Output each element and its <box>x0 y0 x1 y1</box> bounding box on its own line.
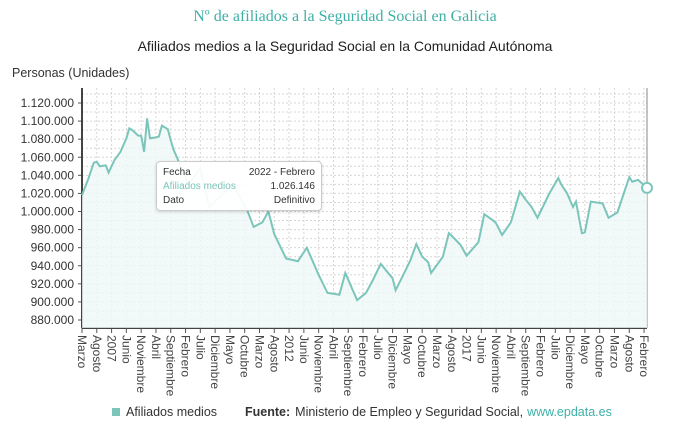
x-tick-label: Julio <box>548 335 562 360</box>
x-tick-label: Marzo <box>607 335 621 369</box>
y-tick-label: 1.120.000 <box>21 96 75 110</box>
tooltip-series-value: 1.026.146 <box>270 181 316 192</box>
x-tick-label: Abril <box>149 335 163 359</box>
x-tick-label: Septiembre <box>519 335 533 397</box>
x-tick-label: Junio <box>297 335 311 364</box>
x-tick-label: Julio <box>371 335 385 360</box>
x-tick-label: Octubre <box>415 335 429 378</box>
x-tick-label: Junio <box>119 335 133 364</box>
series-area <box>82 118 647 329</box>
legend-swatch <box>112 408 120 416</box>
y-tick-label: 980.000 <box>31 223 75 237</box>
y-tick-label: 1.060.000 <box>21 150 75 164</box>
y-tick-label: 1.080.000 <box>21 132 75 146</box>
x-tick-label: Septiembre <box>341 335 355 397</box>
x-tick-label: Octubre <box>238 335 252 378</box>
x-tick-label: Abril <box>504 335 518 359</box>
x-tick-label: Mayo <box>578 335 592 365</box>
legend: Afiliados medios Fuente: Ministerio de E… <box>112 405 612 419</box>
x-tick-label: Agosto <box>622 335 636 373</box>
y-tick-label: 1.100.000 <box>21 114 75 128</box>
x-tick-label: Agosto <box>267 335 281 373</box>
x-tick-label: Diciembre <box>208 335 222 389</box>
x-tick-label: Noviembre <box>312 335 326 393</box>
y-tick-label: 1.000.000 <box>21 205 75 219</box>
x-tick-label: Mayo <box>400 335 414 365</box>
source-text: Ministerio de Empleo y Seguridad Social, <box>295 405 524 419</box>
chart-title: Nº de afiliados a la Seguridad Social en… <box>193 8 497 25</box>
x-tick-label: Mayo <box>223 335 237 365</box>
y-tick-label: 1.040.000 <box>21 168 75 182</box>
tooltip-fecha-label: Fecha <box>163 167 191 178</box>
highlighted-data-point <box>641 181 653 194</box>
y-axis-label: Personas (Unidades) <box>12 66 130 80</box>
x-tick-label: Febrero <box>637 335 651 377</box>
x-tick-label: Septiembre <box>164 335 178 397</box>
x-tick-label: Abril <box>326 335 340 359</box>
chart-subtitle: Afiliados medios a la Seguridad Social e… <box>137 38 553 54</box>
y-tick-label: 1.020.000 <box>21 186 75 200</box>
y-tick-label: 940.000 <box>31 259 75 273</box>
x-tick-label: 2007 <box>105 335 119 362</box>
x-tick-label: 2017 <box>460 335 474 362</box>
x-tick-label: Marzo <box>252 335 266 369</box>
tooltip-fecha-value: 2022 - Febrero <box>248 167 315 178</box>
x-tick-label: Octubre <box>593 335 607 378</box>
x-tick-label: Noviembre <box>134 335 148 393</box>
y-tick-label: 900.000 <box>31 295 75 309</box>
x-tick-label: Diciembre <box>563 335 577 389</box>
x-tick-label: Noviembre <box>489 335 503 393</box>
tooltip-dato-value: Definitivo <box>273 195 315 206</box>
tooltip: Fecha 2022 - Febrero Afiliados medios 1.02… <box>156 161 322 211</box>
x-tick-label: Febrero <box>534 335 548 377</box>
tooltip-dato-label: Dato <box>163 195 185 206</box>
tooltip-series-label: Afiliados medios <box>163 181 236 192</box>
x-tick-label: Marzo <box>430 335 444 369</box>
legend-series-label[interactable]: Afiliados medios <box>126 405 218 419</box>
y-tick-label: 960.000 <box>31 241 75 255</box>
x-tick-label: Julio <box>193 335 207 360</box>
y-tick-label: 920.000 <box>31 277 75 291</box>
x-tick-label: 2012 <box>282 335 296 362</box>
y-tick-label: 880.000 <box>31 313 75 327</box>
x-tick-label: Febrero <box>179 335 193 377</box>
x-tick-label: Junio <box>474 335 488 364</box>
x-tick-label: Agosto <box>445 335 459 373</box>
x-tick-label: Marzo <box>75 335 89 369</box>
x-tick-label: Agosto <box>90 335 104 373</box>
source-link[interactable]: www.epdata.es <box>527 405 612 419</box>
x-tick-label: Diciembre <box>386 335 400 389</box>
source-label: Fuente: <box>245 405 291 419</box>
x-tick-label: Febrero <box>356 335 370 377</box>
